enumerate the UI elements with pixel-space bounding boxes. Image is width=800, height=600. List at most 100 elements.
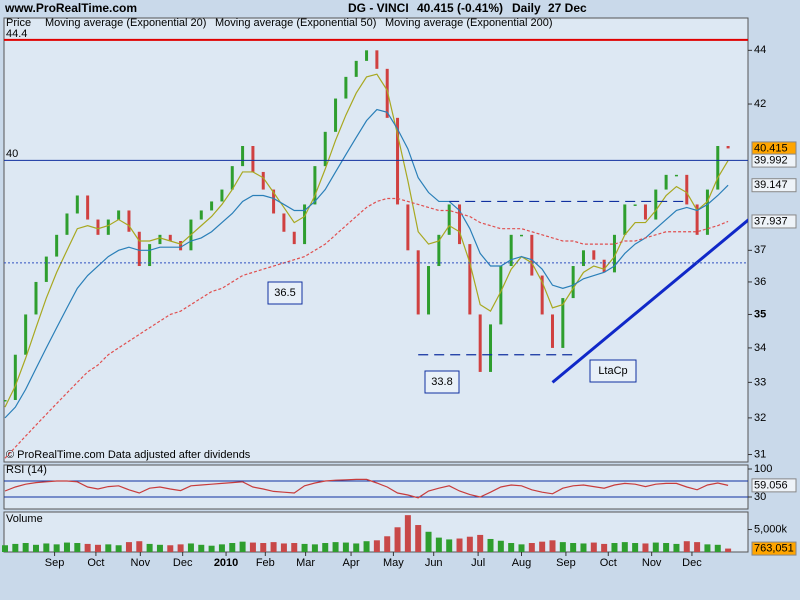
price-bar <box>540 275 544 315</box>
y-tick-label: 35 <box>754 308 766 320</box>
last-value: 37.937 <box>754 215 788 227</box>
volume-bar <box>694 542 701 552</box>
price-bar <box>685 174 689 205</box>
x-tick-label: Nov <box>131 557 151 569</box>
price-bar <box>437 234 441 267</box>
volume-bar <box>425 531 432 552</box>
price-panel <box>3 17 749 463</box>
segment <box>551 218 748 384</box>
price-bar <box>210 201 214 211</box>
volume-bar <box>590 542 597 552</box>
price-bar <box>4 399 7 402</box>
volume-bar <box>632 543 639 552</box>
price-bar <box>695 204 699 235</box>
x-tick-label: Jul <box>471 557 485 569</box>
current-value: 763,051 <box>754 542 794 554</box>
footer: © ProRealTime.com Data adjusted after di… <box>6 449 251 461</box>
volume-bar <box>260 543 267 552</box>
y-tick-label: 5,000k <box>754 523 788 535</box>
annotation: 33.8 <box>431 376 452 388</box>
x-tick-label: Apr <box>342 557 359 569</box>
price-bar <box>664 174 668 190</box>
volume-bar <box>146 543 153 552</box>
y-tick-label: 36 <box>754 276 766 288</box>
x-tick-label: Dec <box>173 557 193 569</box>
volume-bar <box>198 544 205 552</box>
volume-bar <box>415 525 422 552</box>
price-bar <box>499 266 503 325</box>
series-line <box>4 197 729 459</box>
price-plot <box>4 50 748 459</box>
volume-bar <box>249 542 256 552</box>
y-tick-label: 30 <box>754 491 766 503</box>
price-bar <box>612 234 616 273</box>
price-bar <box>726 145 730 149</box>
price-bar <box>592 250 596 260</box>
site: www.ProRealTime.com <box>4 1 137 15</box>
volume-bar <box>714 544 721 552</box>
last-value: 39.147 <box>754 179 788 191</box>
price-bar <box>199 210 203 220</box>
price-bar <box>261 171 265 190</box>
price-bar <box>106 219 110 235</box>
current-box <box>751 541 797 556</box>
price-bar <box>468 244 472 315</box>
y-tick-label: 31 <box>754 448 766 460</box>
price-bar <box>674 174 678 177</box>
period: Daily <box>512 1 541 15</box>
volume-bar <box>725 548 732 552</box>
annotation-box <box>589 359 637 383</box>
volume-bar <box>332 542 339 552</box>
volume-bar <box>270 542 277 552</box>
volume-bar <box>353 543 360 552</box>
volume-bar <box>601 543 608 552</box>
price-bar <box>55 234 59 257</box>
volume-bar <box>663 543 670 552</box>
y-tick-label: 33 <box>754 376 766 388</box>
price-bar <box>550 314 554 348</box>
price-bar <box>705 189 709 235</box>
price-bar <box>34 281 38 315</box>
price-bar <box>530 234 534 276</box>
price-bar <box>230 166 234 190</box>
price-bar <box>334 98 338 132</box>
volume-bar <box>580 543 587 552</box>
price-bar <box>716 145 720 190</box>
volume-bar <box>53 544 60 552</box>
price-bar <box>137 231 141 267</box>
level-label: 40 <box>6 148 18 160</box>
volume-bar <box>456 538 463 552</box>
price-bar <box>478 314 482 372</box>
volume-bar <box>518 544 525 552</box>
volume-bar <box>187 543 194 552</box>
volume-bar <box>177 544 184 552</box>
last-value: 40.415 <box>754 142 788 154</box>
y-tick-label: 42 <box>754 98 766 110</box>
price-bar <box>365 50 369 61</box>
price-bar <box>489 324 493 372</box>
price-bar <box>65 213 69 235</box>
last-value: 59.056 <box>754 479 788 491</box>
volume-bar <box>435 537 442 552</box>
volume-bar <box>291 543 298 552</box>
level-label: 44.4 <box>6 28 27 40</box>
x-tick-label: Mar <box>296 557 315 569</box>
annotation-box <box>424 370 460 394</box>
volume-bar <box>167 545 174 552</box>
price-bar <box>24 314 28 355</box>
y-tick-label: 100 <box>754 463 772 475</box>
price-bar <box>127 210 131 232</box>
volume-bar <box>704 544 711 552</box>
price-bar <box>623 204 627 235</box>
volume-bar <box>74 543 81 552</box>
price-bar <box>520 234 523 237</box>
volume-bar <box>136 541 143 552</box>
price-bar <box>272 189 276 214</box>
price-bar <box>509 234 513 267</box>
volume-bar <box>466 536 473 552</box>
volume-bar <box>43 543 50 552</box>
price-bar <box>96 219 100 235</box>
volume-bar <box>373 540 380 552</box>
price-bar <box>282 213 286 232</box>
price-bar <box>571 266 575 299</box>
